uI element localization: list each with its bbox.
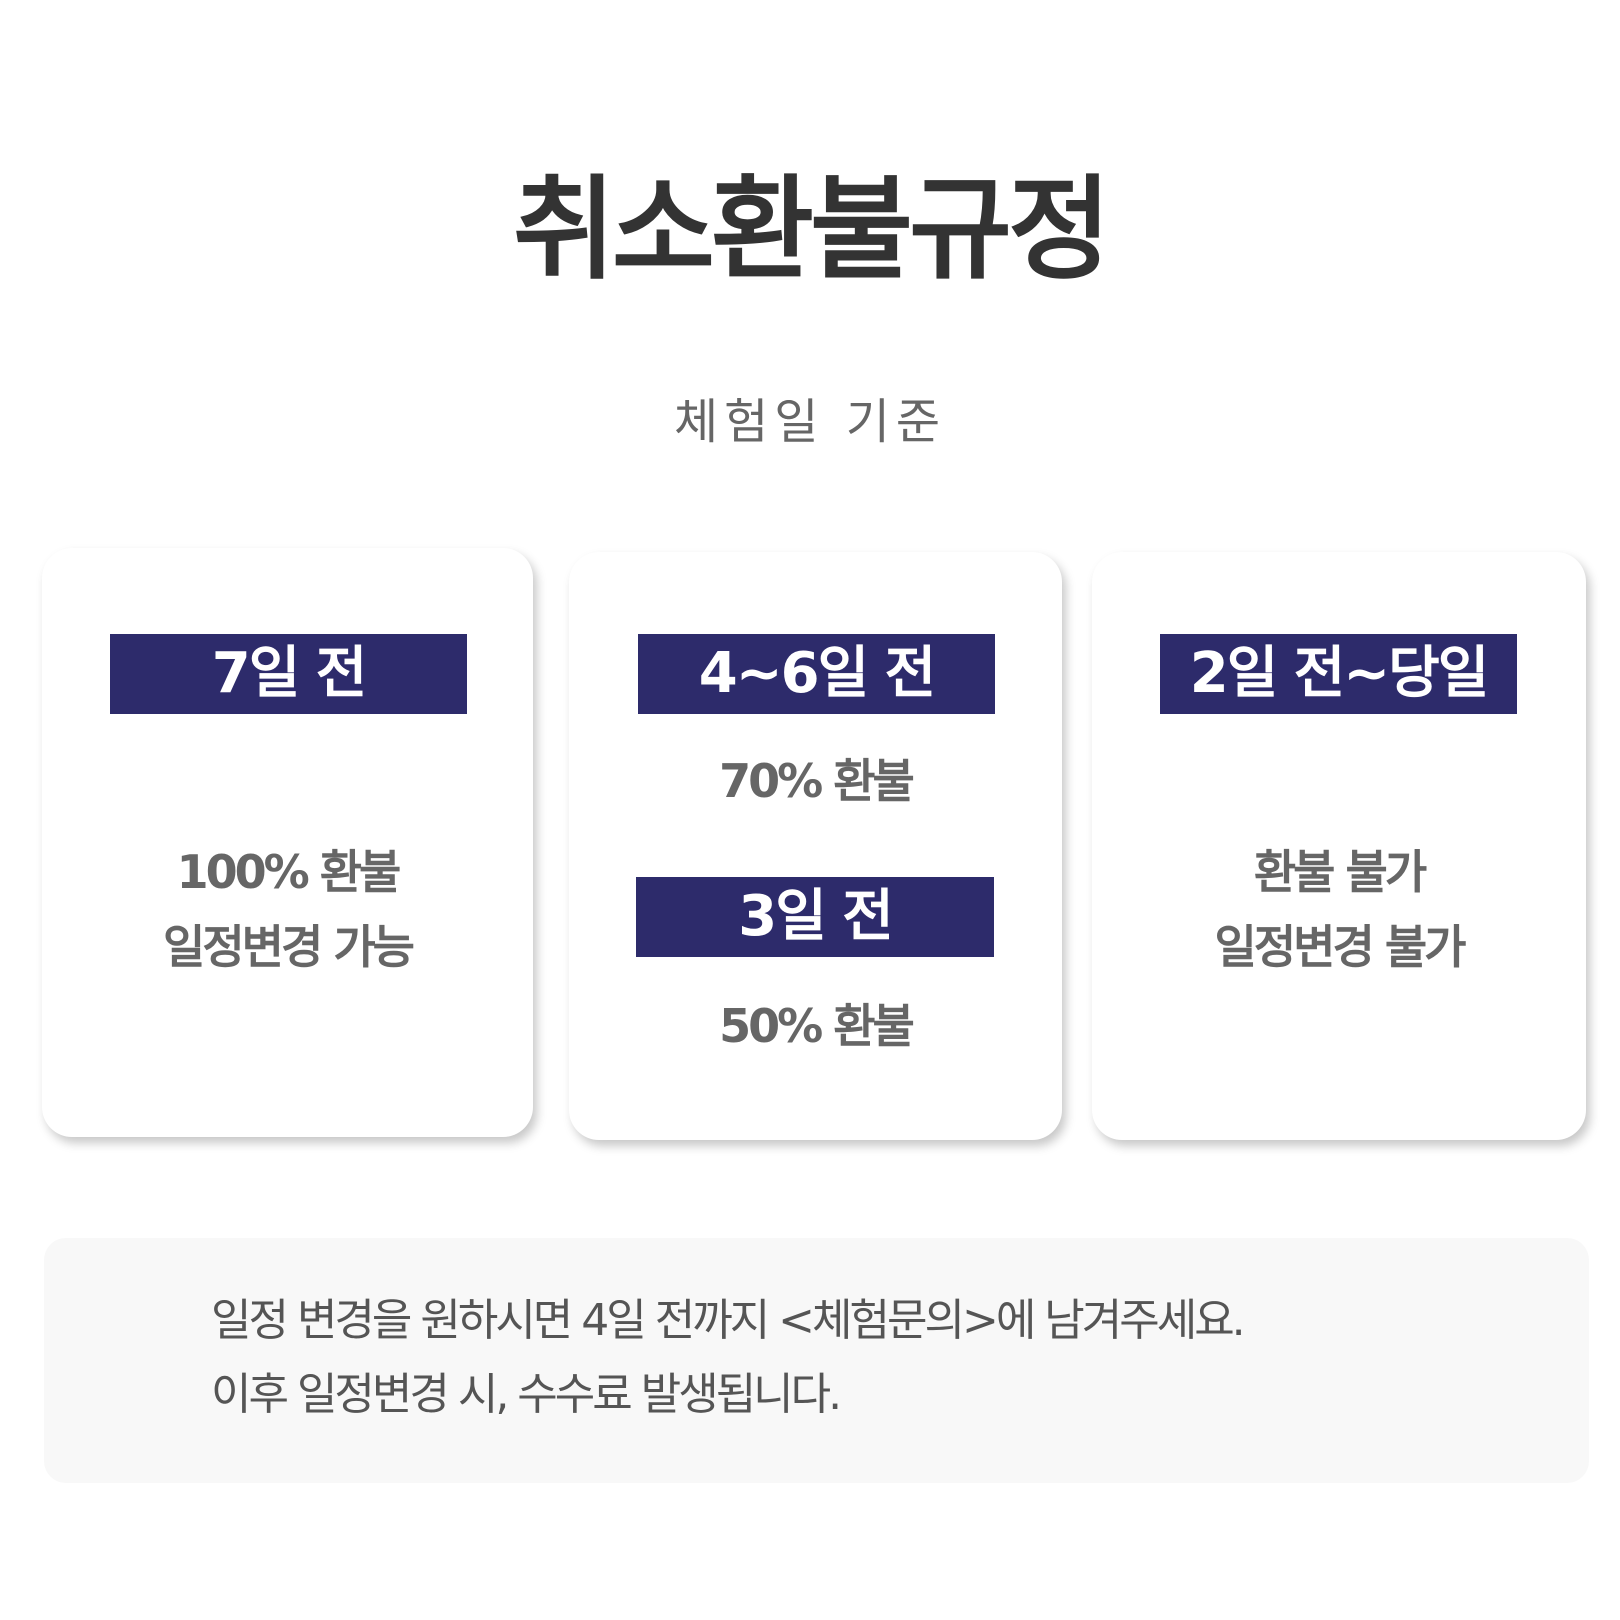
- change-text: 일정변경 불가: [1214, 920, 1467, 974]
- notice-line: 일정 변경을 원하시면 4일 전까지 <체험문의>에 남겨주세요.: [211, 1295, 1246, 1346]
- period-label-3-days: 3일 전: [636, 877, 994, 957]
- refund-text-3-days: 50% 환불: [719, 999, 915, 1053]
- card-4-6-days: 4~6일 전 70% 환불 3일 전 50% 환불: [569, 552, 1062, 1140]
- page-subtitle: 체험일 기준: [673, 394, 947, 450]
- change-text: 일정변경 가능: [163, 920, 415, 974]
- period-label: 2일 전~당일: [1160, 634, 1517, 714]
- refund-text: 100% 환불: [176, 845, 402, 899]
- period-label: 4~6일 전: [638, 634, 995, 714]
- card-7-days: 7일 전 100% 환불 일정변경 가능: [42, 548, 533, 1137]
- card-2-days: 2일 전~당일 환불 불가 일정변경 불가: [1092, 552, 1586, 1140]
- page-title: 취소환불규정: [512, 165, 1111, 295]
- refund-text: 70% 환불: [719, 754, 915, 808]
- notice-box: 일정 변경을 원하시면 4일 전까지 <체험문의>에 남겨주세요. 이후 일정변…: [44, 1238, 1589, 1483]
- period-label: 7일 전: [110, 634, 467, 714]
- notice-line: 이후 일정변경 시, 수수료 발생됩니다.: [211, 1369, 842, 1420]
- refund-text: 환불 불가: [1253, 845, 1427, 899]
